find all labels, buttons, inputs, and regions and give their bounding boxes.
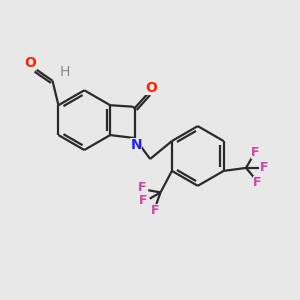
- Text: O: O: [25, 56, 37, 70]
- Text: O: O: [145, 81, 157, 95]
- Text: F: F: [151, 204, 159, 217]
- Text: F: F: [139, 194, 147, 207]
- Text: F: F: [260, 161, 269, 174]
- Text: H: H: [60, 65, 70, 80]
- Text: F: F: [251, 146, 260, 159]
- Text: F: F: [137, 181, 146, 194]
- Text: F: F: [253, 176, 261, 189]
- Text: N: N: [130, 138, 142, 152]
